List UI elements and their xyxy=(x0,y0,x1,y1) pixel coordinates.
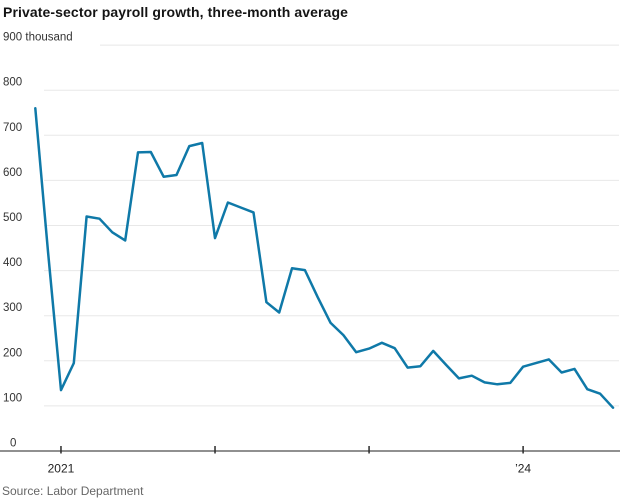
chart-title: Private-sector payroll growth, three-mon… xyxy=(3,4,348,20)
y-axis-label: 400 xyxy=(3,257,22,269)
x-axis-label: ’24 xyxy=(515,462,531,476)
y-axis-label: 800 xyxy=(3,77,22,89)
y-axis-label: 500 xyxy=(3,212,22,224)
x-axis-label: 2021 xyxy=(48,462,75,476)
y-axis-label: 600 xyxy=(3,167,22,179)
source-label: Source: Labor Department xyxy=(2,484,144,498)
y-axis-label: 700 xyxy=(3,122,22,134)
y-axis-label: 100 xyxy=(3,392,22,404)
y-axis-label: 900 thousand xyxy=(3,32,73,44)
y-axis-label: 300 xyxy=(3,302,22,314)
payroll-growth-line xyxy=(34,106,615,409)
y-axis-label: 0 xyxy=(10,438,16,450)
y-axis-label: 200 xyxy=(3,347,22,359)
